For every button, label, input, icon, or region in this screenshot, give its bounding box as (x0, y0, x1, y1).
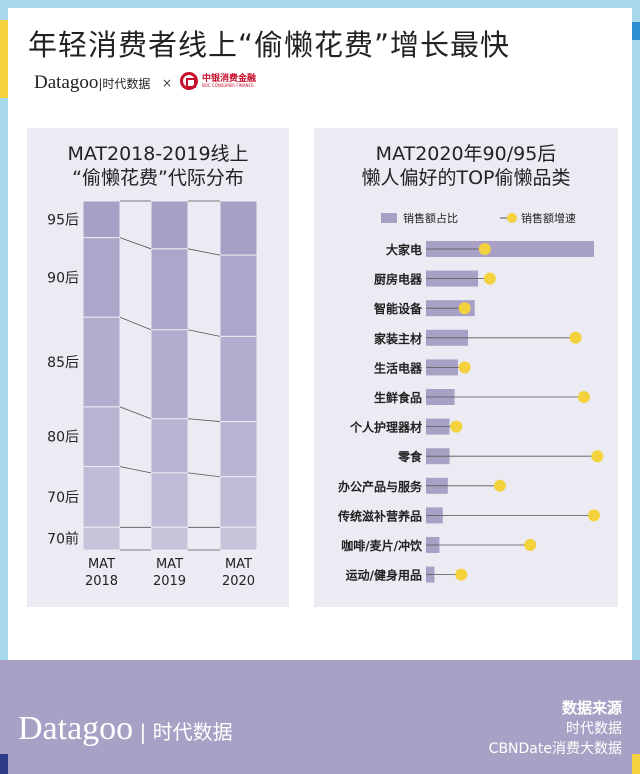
connector-line (119, 466, 152, 474)
x-tick-label: 2020 (222, 574, 255, 589)
y-label: 80后 (47, 430, 79, 446)
growth-dot (455, 568, 468, 581)
growth-dot (591, 450, 604, 463)
category-label: 办公产品与服务 (338, 479, 423, 494)
cross-sign: × (162, 76, 173, 90)
connector-line (187, 329, 221, 337)
category-label: 传统滋补营养品 (337, 508, 422, 523)
stacked-segment (150, 200, 189, 250)
x-tick-label: 2018 (85, 574, 118, 589)
page-title: 年轻消费者线上“偷懒花费”增长最快 (28, 28, 511, 62)
footer-logo: Datagoo | 时代数据 (18, 710, 233, 747)
stacked-segment (82, 316, 121, 408)
stacked-segment (219, 476, 258, 528)
x-tick-label: 2019 (153, 574, 186, 589)
stacked-segment (82, 237, 121, 318)
connector-line (187, 472, 221, 478)
category-label: 生鲜食品 (374, 390, 422, 405)
category-label: 咖啡/麦片/冲饮 (341, 538, 423, 553)
legend-label: 销售额占比 (403, 211, 458, 225)
connector-line (119, 406, 152, 420)
category-label: 生活电器 (374, 360, 423, 375)
share-bar (426, 241, 594, 257)
stacked-segment (219, 335, 258, 423)
x-tick-label: MAT (156, 557, 183, 572)
growth-dot (569, 331, 582, 344)
data-source: 数据来源 时代数据 CBNDate消费大数据 (488, 699, 622, 757)
stacked-bar-chart: 95后 90后 85后 80后 70后 70前 MAT 2018 MAT 2019 MAT 2020 (47, 200, 258, 589)
legend-dot (507, 213, 517, 223)
x-tick-label: MAT (88, 557, 115, 572)
y-label: 90后 (47, 270, 79, 286)
accent-stripe-yellow-bottom (632, 754, 640, 774)
growth-dot (524, 539, 537, 551)
stacked-segment (150, 329, 189, 420)
y-label: 95后 (47, 212, 79, 228)
category-chart-panel: MAT2020年90/95后 懒人偏好的TOP偷懒品类 销售额占比 销售额增速大家电… (314, 128, 618, 607)
category-label: 大家电 (386, 242, 422, 257)
growth-dot (588, 509, 600, 522)
stacked-segment (219, 254, 258, 337)
lollipop-bar-chart: 销售额占比 销售额增速大家电厨房电器智能设备家装主材生活电器生鲜食品个人护理器材零… (337, 211, 604, 583)
category-label: 个人护理器材 (349, 420, 422, 435)
stacked-segment (82, 406, 121, 468)
stacked-segment (150, 526, 189, 551)
stacked-segment (150, 472, 189, 528)
accent-stripe-navy (0, 754, 8, 774)
growth-dot (493, 479, 506, 492)
connector-line (187, 248, 221, 256)
legend-label: 销售额增速 (521, 211, 576, 225)
boc-emblem-icon (180, 72, 198, 90)
chart-title: MAT2020年90/95后 懒人偏好的TOP偷懒品类 (361, 143, 571, 189)
category-label: 家装主材 (374, 331, 422, 346)
connector-line (119, 316, 152, 331)
y-label: 85后 (47, 355, 79, 371)
growth-dot (483, 272, 496, 285)
connector-line (187, 418, 221, 422)
legend-bar-swatch (381, 213, 397, 223)
stacked-segment (82, 466, 121, 528)
accent-stripe-yellow (0, 20, 8, 98)
x-tick-label: MAT (225, 557, 252, 572)
stacked-segment (219, 526, 258, 551)
y-label: 70前 (47, 531, 79, 548)
growth-dot (450, 420, 463, 433)
growth-dot (458, 361, 471, 374)
accent-stripe-blue (632, 22, 640, 40)
boc-logo: 中银消费金融 BOC CONSUMER FINANCE (180, 72, 256, 90)
category-label: 厨房电器 (374, 272, 423, 287)
growth-dot (577, 391, 590, 403)
connector-line (119, 237, 152, 250)
category-label: 零食 (397, 449, 423, 464)
stacked-segment (219, 421, 258, 478)
datagoo-logo: Datagoo|时代数据 (34, 72, 151, 93)
generation-chart-panel: MAT2018-2019线上 “偷懒花费”代际分布 95后 90后 85后 80后 70后… (27, 128, 289, 607)
stacked-segment (150, 248, 189, 331)
chart-title: MAT2018-2019线上 “偷懒花费”代际分布 (67, 143, 249, 189)
growth-dot (478, 243, 491, 255)
y-label: 70后 (47, 490, 79, 506)
growth-dot (458, 302, 471, 315)
stacked-segment (219, 200, 258, 256)
stacked-segment (82, 200, 121, 239)
stacked-segment (150, 418, 189, 474)
category-label: 智能设备 (373, 301, 423, 316)
stacked-segment (82, 526, 121, 551)
category-label: 运动/健身用品 (346, 568, 422, 583)
